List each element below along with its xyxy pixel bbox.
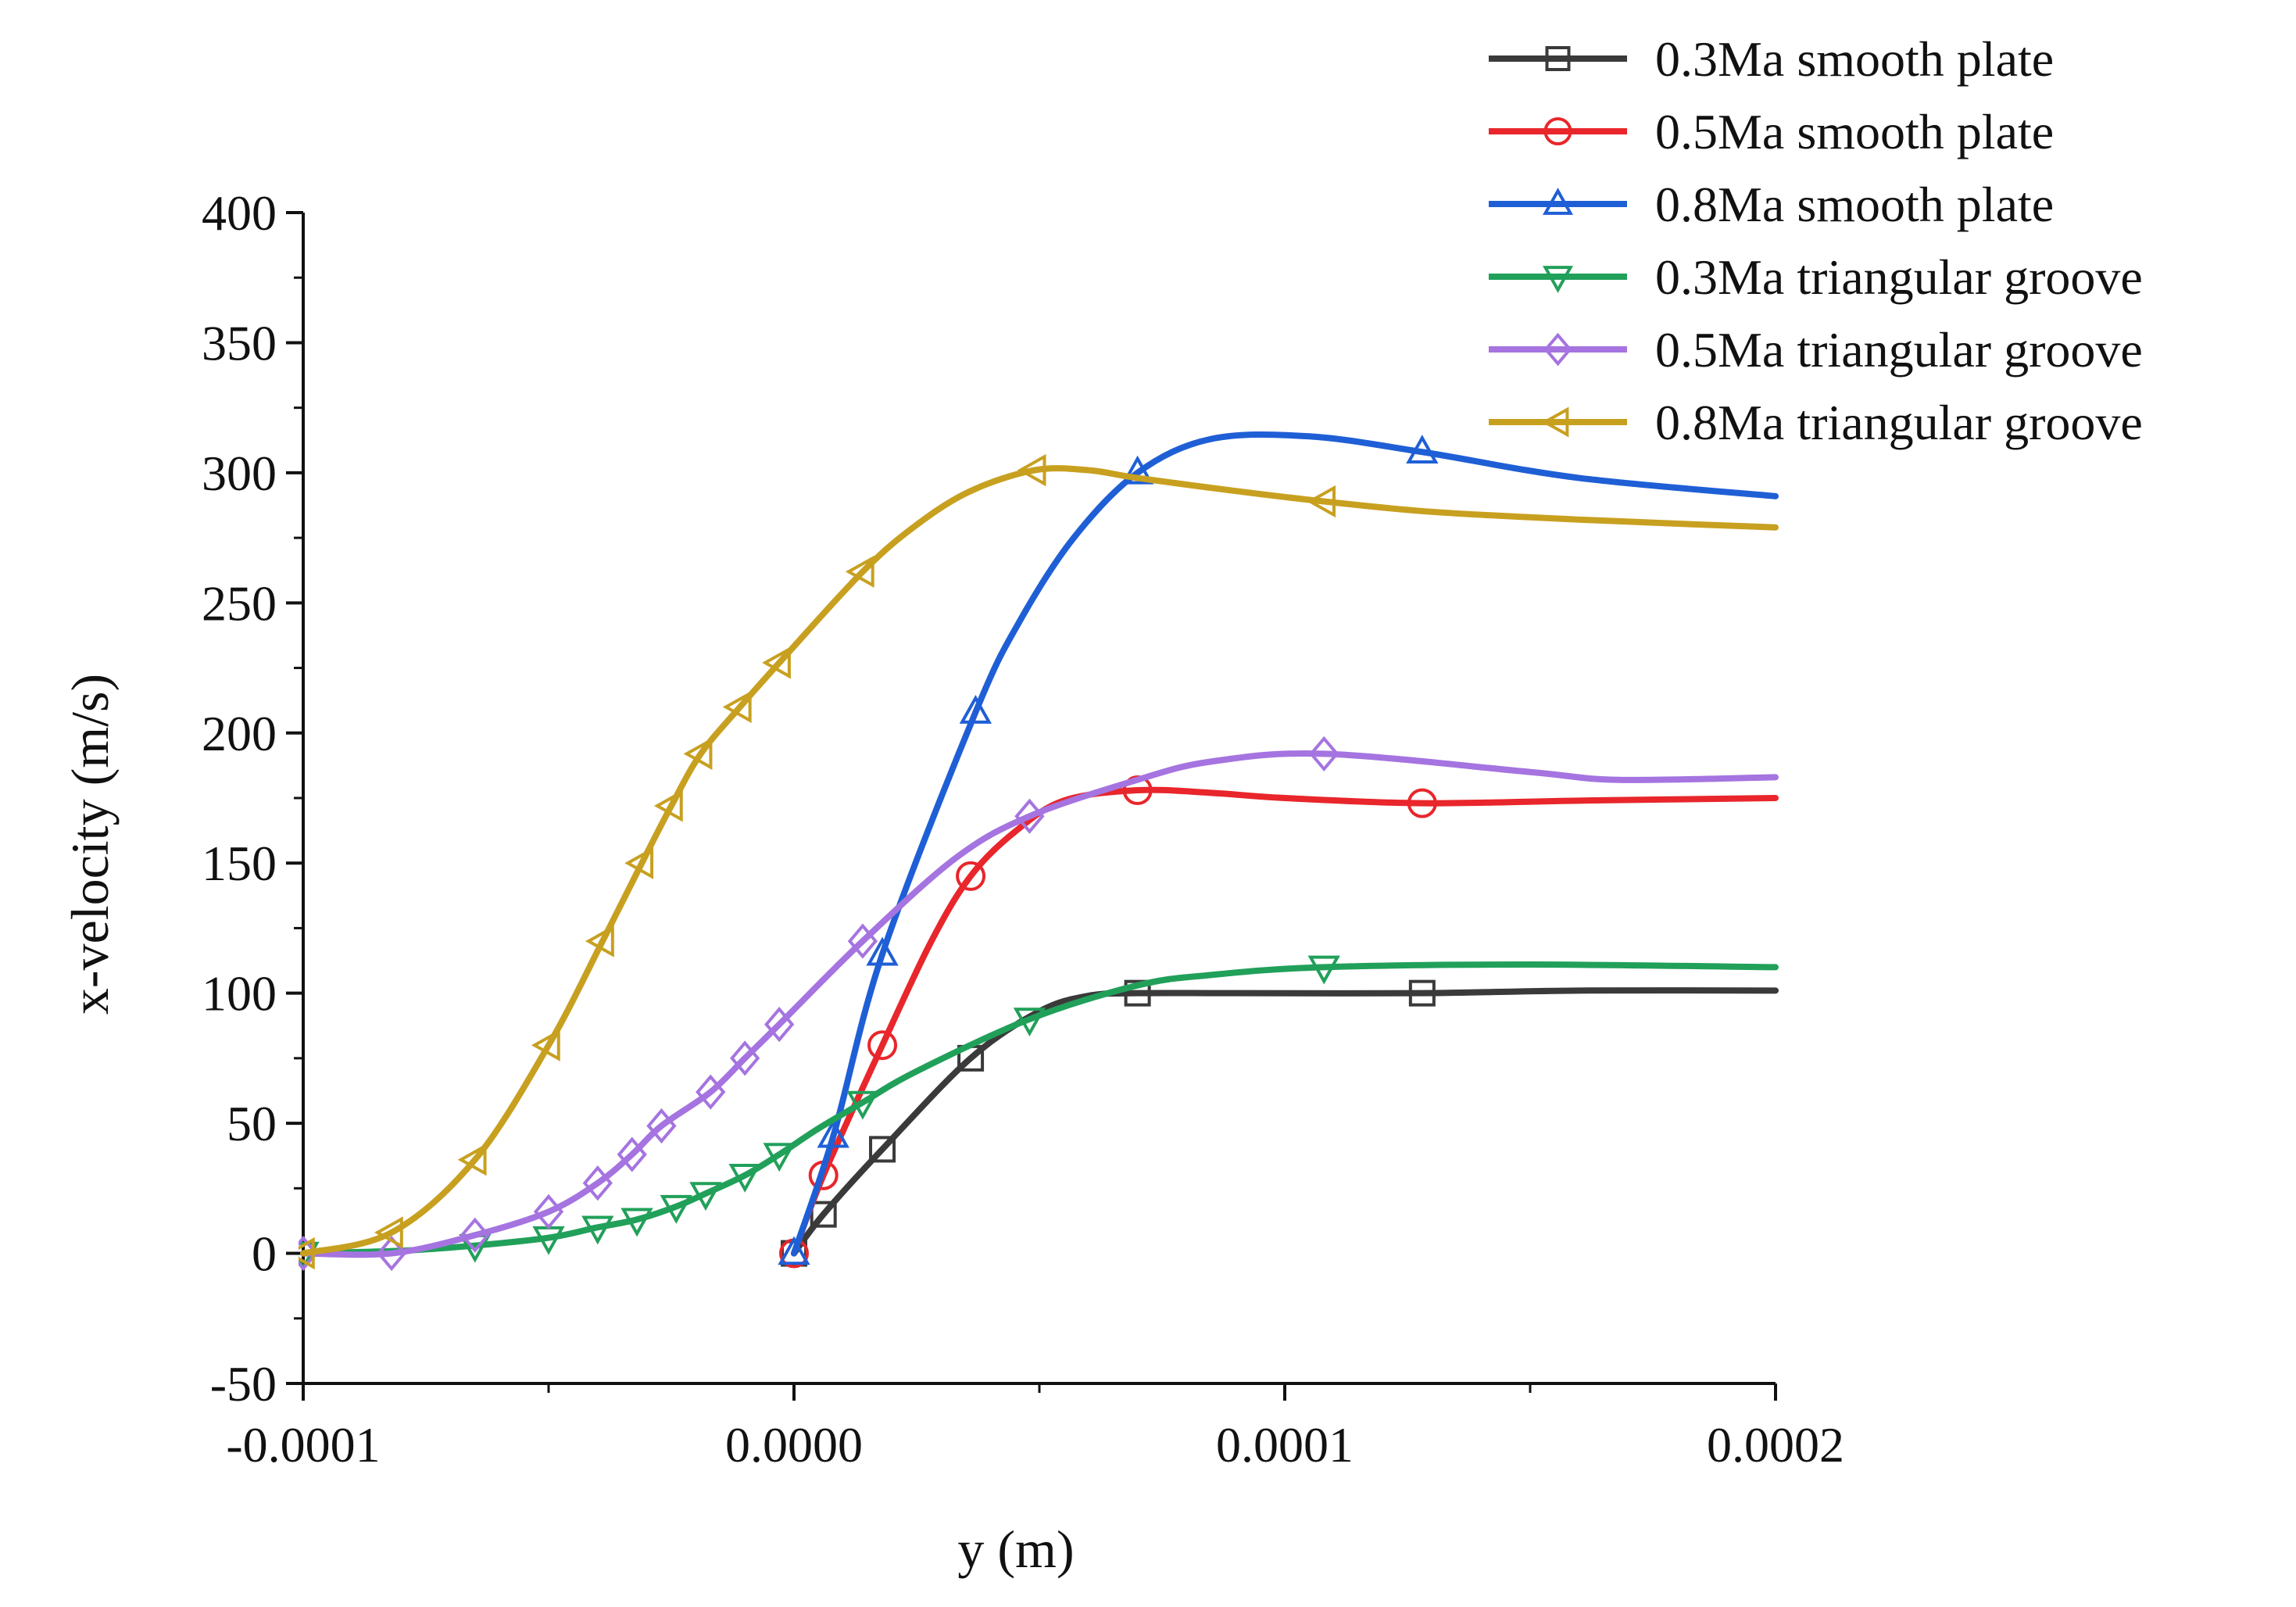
data-point-triangle-down [763, 1143, 796, 1172]
series-line [300, 465, 1779, 1257]
data-point-triangle-up [817, 1118, 849, 1148]
data-point-triangle-down [728, 1163, 761, 1193]
data-point-triangle-down [581, 1215, 614, 1245]
series-line [791, 786, 1779, 1257]
data-point-circle [1407, 788, 1437, 818]
data-point-triangle-down [620, 1208, 653, 1237]
data-point-triangle-left [722, 690, 752, 724]
legend-label: 0.5Ma smooth plate [1655, 104, 2054, 159]
data-point-triangle-left [683, 737, 713, 771]
legend-item: 0.3Ma triangular groove [1489, 249, 2143, 305]
series-layer [299, 431, 1779, 1272]
data-point-triangle-down [846, 1090, 879, 1120]
y-tick-label: 200 [202, 706, 277, 761]
data-point-triangle-left [653, 789, 683, 822]
data-point-triangle-down [689, 1182, 722, 1212]
legend-label: 0.8Ma triangular groove [1655, 395, 2143, 450]
data-point-triangle-left [624, 846, 654, 879]
y-axis-title: x-velocity (m/s) [60, 674, 120, 1015]
data-point-triangle-left [457, 1144, 487, 1176]
data-point-triangle-up [778, 1236, 810, 1265]
data-point-square [1408, 979, 1436, 1007]
legend-item: 0.5Ma triangular groove [1489, 322, 2143, 378]
legend-label: 0.8Ma smooth plate [1655, 177, 2054, 232]
data-point-diamond [646, 1108, 677, 1144]
data-point-square [1545, 46, 1571, 71]
data-point-diamond [847, 923, 878, 959]
legend-item: 0.8Ma triangular groove [1489, 395, 2143, 450]
data-point-diamond [460, 1217, 490, 1253]
y-tick-label: 250 [202, 575, 277, 631]
data-point-circle [1543, 117, 1572, 145]
data-point-triangle-left [762, 646, 791, 679]
data-point-diamond [582, 1165, 613, 1201]
data-point-diamond [764, 1007, 795, 1043]
x-tick-label: 0.0000 [725, 1417, 863, 1473]
data-point-triangle-down [1307, 955, 1340, 985]
series-line [791, 987, 1779, 1257]
data-point-diamond [696, 1074, 726, 1110]
x-tick-label: 0.0002 [1707, 1417, 1844, 1473]
y-tick-label: 400 [202, 185, 277, 241]
data-point-diamond [1543, 332, 1572, 367]
y-tick-label: 100 [202, 966, 277, 1022]
y-tick-label: 50 [227, 1096, 277, 1151]
series-line [300, 961, 1779, 1257]
data-point-square [810, 1201, 837, 1228]
data-point-triangle-up [866, 936, 899, 966]
y-tick-label: 300 [202, 446, 277, 501]
series-2 [779, 775, 1779, 1269]
data-point-circle [867, 1030, 898, 1061]
data-point-triangle-down [1542, 266, 1574, 293]
legend-item: 0.3Ma smooth plate [1489, 31, 2054, 87]
data-point-circle [956, 861, 986, 891]
legend-label: 0.5Ma triangular groove [1655, 322, 2143, 378]
legend-item: 0.8Ma smooth plate [1489, 177, 2054, 232]
data-point-triangle-left [299, 1237, 315, 1270]
legend: 0.3Ma smooth plate 0.5Ma smooth plate 0.8M… [1489, 31, 2143, 450]
legend-label: 0.3Ma triangular groove [1655, 249, 2143, 305]
x-tick-label: -0.0001 [226, 1417, 380, 1473]
data-point-triangle-left [531, 1029, 560, 1061]
x-tick-label: 0.0001 [1216, 1417, 1354, 1473]
y-tick-label: 150 [202, 836, 277, 891]
axes: -50 0 50 100 150 200 250 300 350 400 -0.0001 0.0000… [202, 185, 1844, 1473]
series-line [300, 750, 1779, 1258]
data-point-triangle-left [1541, 406, 1569, 438]
legend-item: 0.5Ma smooth plate [1489, 104, 2054, 159]
data-point-diamond [376, 1235, 407, 1272]
series-4 [299, 955, 1779, 1271]
series-5 [299, 735, 1779, 1272]
data-point-triangle-left [585, 925, 614, 957]
y-tick-label: -50 [210, 1356, 277, 1412]
series-3 [778, 431, 1779, 1265]
legend-label: 0.3Ma smooth plate [1655, 31, 2054, 87]
data-point-triangle-down [660, 1194, 692, 1224]
x-axis-title: y (m) [957, 1519, 1074, 1579]
data-point-diamond [1014, 798, 1045, 834]
data-point-triangle-left [374, 1216, 403, 1249]
series-6 [299, 453, 1779, 1270]
data-point-triangle-down [1013, 1008, 1046, 1037]
data-point-triangle-up [1542, 188, 1574, 215]
y-tick-label: 350 [202, 315, 277, 370]
data-point-diamond [1309, 735, 1339, 772]
data-point-triangle-up [1121, 455, 1154, 485]
data-point-triangle-left [845, 555, 874, 589]
data-point-diamond [617, 1136, 647, 1172]
y-tick-label: 0 [252, 1226, 277, 1282]
data-point-triangle-left [1017, 453, 1046, 487]
series-1 [781, 979, 1779, 1267]
data-point-triangle-up [959, 695, 992, 724]
series-line [791, 431, 1779, 1257]
data-point-diamond [730, 1040, 760, 1076]
data-point-square [869, 1136, 896, 1163]
data-point-triangle-left [1307, 485, 1336, 518]
data-point-square [1124, 979, 1151, 1007]
data-point-triangle-up [1406, 435, 1439, 464]
data-point-diamond [533, 1194, 564, 1229]
